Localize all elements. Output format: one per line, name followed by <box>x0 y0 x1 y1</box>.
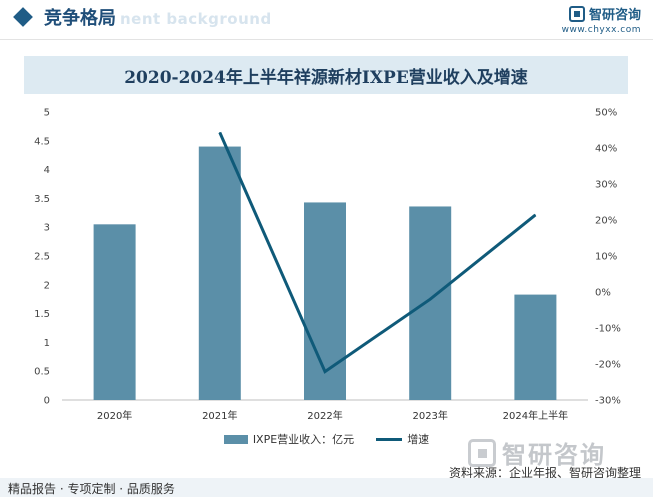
bar-5 <box>514 294 557 400</box>
right-axis-tick-label: -10% <box>595 324 621 335</box>
footer-brand: 智研咨询 <box>468 435 606 470</box>
x-axis-tick-label: 2021年 <box>202 409 237 422</box>
legend-bar-swatch <box>223 434 248 444</box>
bar-3 <box>304 202 346 400</box>
footer-band <box>0 478 653 497</box>
x-axis-tick-label: 2020年 <box>97 409 132 422</box>
left-axis-tick-label: 0.5 <box>34 367 50 378</box>
legend-line-swatch <box>376 437 403 441</box>
right-axis-tick-label: 20% <box>595 216 617 227</box>
left-axis-tick-label: 2 <box>44 280 50 291</box>
right-axis-tick-label: -20% <box>595 360 621 371</box>
legend-item-revenue: IXPE营业收入：亿元 <box>223 431 355 447</box>
left-axis-tick-label: 4.5 <box>34 136 50 147</box>
right-axis-tick-label: 50% <box>595 108 617 119</box>
growth-point-4 <box>429 298 431 300</box>
chart-title: 2020-2024年上半年祥源新材IXPE营业收入及增速 <box>124 67 528 88</box>
left-axis-tick-label: 2.5 <box>34 252 50 263</box>
bar-1 <box>93 224 136 400</box>
brand-url: www.chyxx.com <box>561 25 641 35</box>
right-axis-tick-label: 30% <box>595 180 617 191</box>
right-axis-tick-label: 10% <box>595 252 617 263</box>
left-axis-tick-label: 4 <box>44 165 50 176</box>
header-divider <box>0 39 653 40</box>
header-background-word: nent background <box>120 10 272 28</box>
brand-block: 智研咨询 www.chyxx.com <box>562 4 641 35</box>
left-axis-tick-label: 0 <box>44 396 50 407</box>
left-axis-tick-label: 1 <box>44 338 50 349</box>
header: nent background 竞争格局 智研咨询 www.chyxx.com <box>0 0 653 40</box>
left-axis-tick-label: 3 <box>44 223 50 234</box>
left-axis-tick-label: 1.5 <box>34 309 50 320</box>
legend-item-growth: 增速 <box>376 431 429 447</box>
growth-point-2 <box>219 132 221 134</box>
section-title: 竞争格局 <box>44 8 116 29</box>
right-axis-tick-label: 0% <box>595 288 611 299</box>
footer-tagline: 精品报告 · 专项定制 · 品质服务 <box>8 482 175 496</box>
left-axis-tick-label: 3.5 <box>34 194 50 205</box>
bar-2 <box>198 146 241 400</box>
bar-4 <box>409 206 452 400</box>
chart-title-band: 2020-2024年上半年祥源新材IXPE营业收入及增速 <box>24 56 628 94</box>
x-axis-tick-label: 2023年 <box>412 409 447 422</box>
legend-label-revenue: IXPE营业收入：亿元 <box>252 433 355 446</box>
right-axis-tick-label: 40% <box>595 144 617 155</box>
brand-name: 智研咨询 <box>588 8 641 23</box>
source-note: 资料来源：企业年报、智研咨询整理 <box>448 466 641 480</box>
footer-brand-name: 智研咨询 <box>502 441 606 469</box>
growth-point-3 <box>324 371 326 373</box>
growth-line <box>218 131 537 374</box>
brand-logo-icon <box>568 5 585 22</box>
left-axis-tick-label: 5 <box>44 108 50 119</box>
footer-logo-icon <box>468 438 496 467</box>
growth-point-5 <box>534 214 536 216</box>
chart-legend: IXPE营业收入：亿元 增速 <box>0 431 653 447</box>
x-axis-tick-label: 2022年 <box>307 409 342 422</box>
legend-label-growth: 增速 <box>407 433 430 446</box>
right-axis-tick-label: -30% <box>595 396 621 407</box>
x-axis-tick-label: 2024年上半年 <box>503 409 568 422</box>
